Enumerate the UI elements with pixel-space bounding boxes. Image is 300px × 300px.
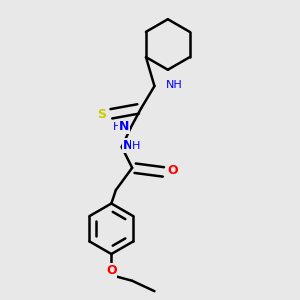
- Text: O: O: [168, 164, 178, 177]
- Text: N: N: [123, 139, 134, 152]
- Text: S: S: [97, 108, 106, 121]
- Text: H: H: [113, 122, 122, 132]
- Text: O: O: [106, 264, 117, 277]
- Text: N: N: [119, 120, 129, 133]
- Text: NH: NH: [166, 80, 182, 90]
- Text: H: H: [132, 140, 140, 151]
